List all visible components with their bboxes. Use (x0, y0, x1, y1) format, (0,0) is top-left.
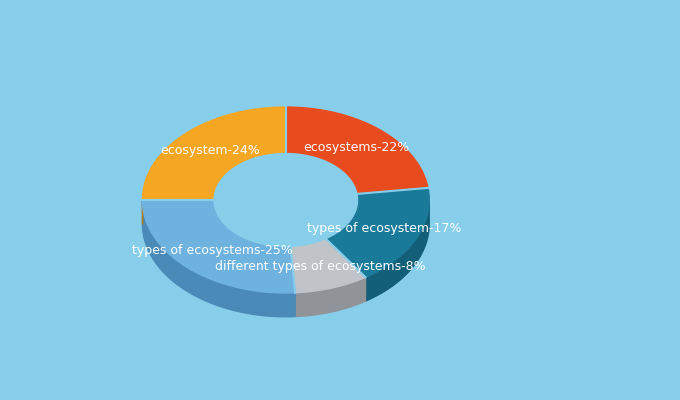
Polygon shape (290, 239, 326, 270)
Polygon shape (142, 200, 295, 293)
Polygon shape (326, 188, 429, 277)
Polygon shape (295, 277, 365, 316)
Text: different types of ecosystems-8%: different types of ecosystems-8% (215, 260, 426, 272)
Polygon shape (142, 107, 286, 200)
Polygon shape (290, 239, 365, 293)
Text: types of ecosystems-25%: types of ecosystems-25% (132, 244, 292, 257)
Text: types of ecosystem-17%: types of ecosystem-17% (307, 222, 461, 235)
Polygon shape (365, 200, 429, 301)
Polygon shape (286, 107, 428, 194)
Polygon shape (214, 154, 358, 246)
Text: ecosystem-24%: ecosystem-24% (160, 144, 260, 157)
Polygon shape (214, 200, 290, 270)
Polygon shape (142, 200, 295, 317)
Polygon shape (326, 200, 358, 262)
Text: ecosystems-22%: ecosystems-22% (303, 141, 410, 154)
